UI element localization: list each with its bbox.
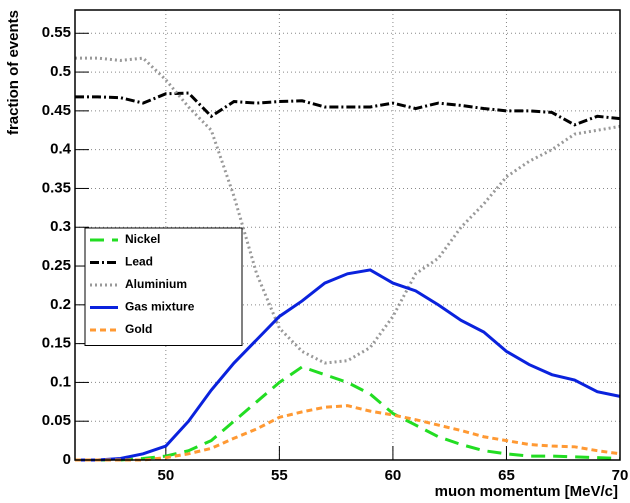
y-tick-label: 0.05 bbox=[42, 412, 71, 429]
x-tick-label: 60 bbox=[385, 467, 402, 484]
series-line bbox=[75, 268, 621, 462]
x-axis-title: muon momentum [MeV/c] bbox=[435, 483, 618, 500]
y-tick-label: 0 bbox=[63, 451, 71, 468]
series-line bbox=[75, 404, 621, 462]
legend-label: Lead bbox=[125, 255, 153, 269]
series-line bbox=[75, 365, 621, 462]
y-tick-label: 0.15 bbox=[42, 335, 71, 352]
legend-label: Gas mixture bbox=[125, 300, 195, 314]
legend-label: Nickel bbox=[125, 232, 160, 246]
x-tick-label: 50 bbox=[157, 467, 174, 484]
plot-frame bbox=[74, 9, 621, 461]
y-axis-title: fraction of events bbox=[5, 10, 22, 135]
y-tick-label: 0.45 bbox=[42, 102, 71, 119]
x-tick-label: 55 bbox=[271, 467, 288, 484]
y-tick-label: 0.5 bbox=[50, 63, 71, 80]
legend: Nickel Lead Aluminium Gas mixture Gold bbox=[84, 227, 243, 346]
y-tick-label: 0.55 bbox=[42, 24, 71, 41]
y-tick-label: 0.35 bbox=[42, 179, 71, 196]
series-line bbox=[75, 91, 621, 127]
y-tick-label: 0.3 bbox=[50, 218, 71, 235]
x-tick-label: 70 bbox=[612, 467, 629, 484]
legend-box bbox=[84, 227, 243, 346]
y-tick-label: 0.25 bbox=[42, 257, 71, 274]
y-tick-label: 0.2 bbox=[50, 296, 71, 313]
y-tick-label: 0.4 bbox=[50, 141, 72, 158]
legend-label: Aluminium bbox=[125, 277, 187, 291]
legend-label: Gold bbox=[125, 322, 152, 336]
x-tick-label: 65 bbox=[498, 467, 515, 484]
y-tick-label: 0.1 bbox=[50, 373, 71, 390]
